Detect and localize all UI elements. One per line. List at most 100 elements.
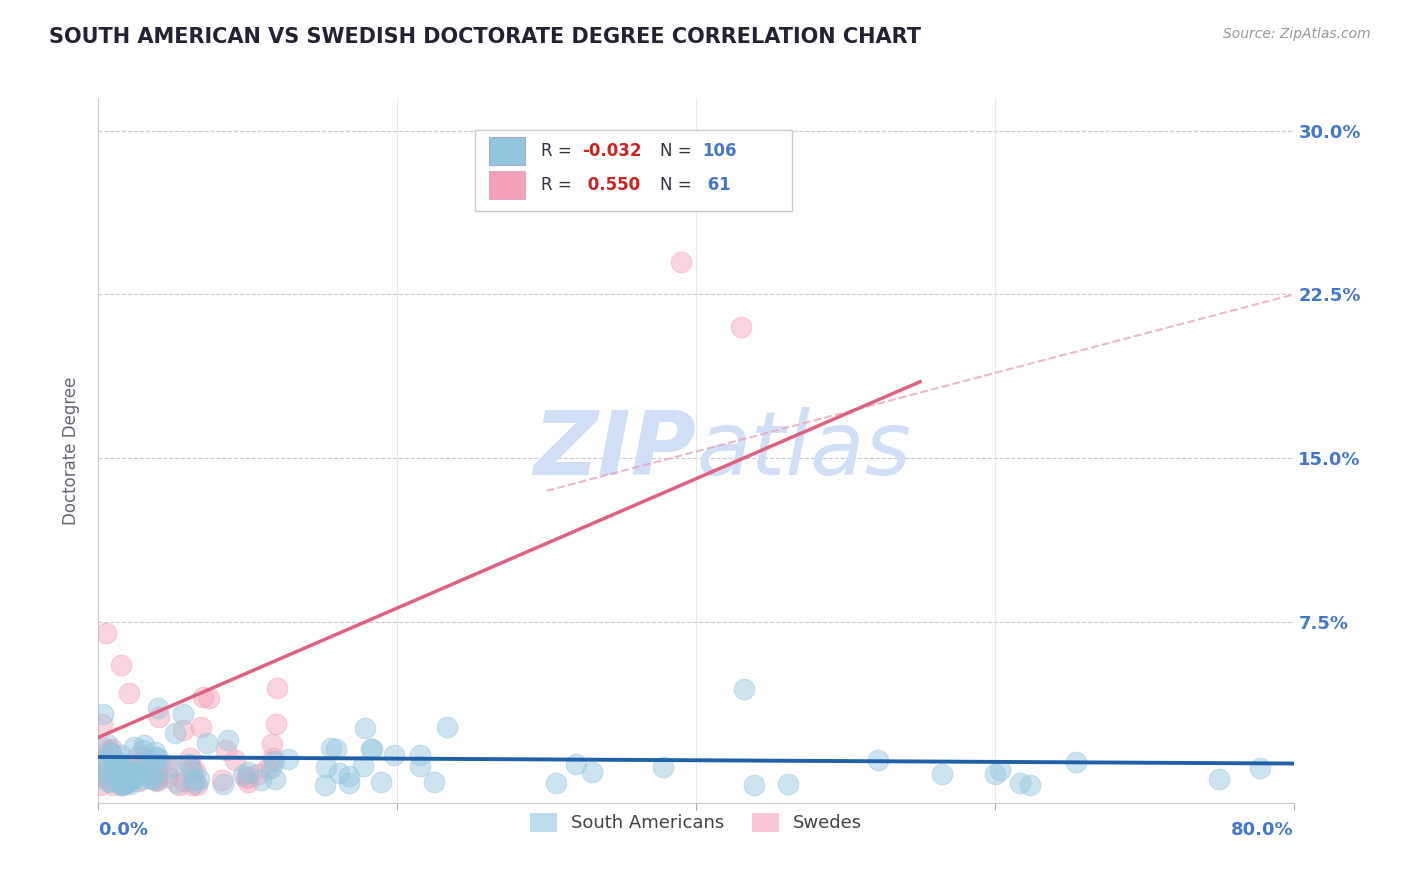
Point [118, 774, 141, 789]
Point [91, 716, 114, 731]
Point [262, 737, 284, 751]
Text: -0.032: -0.032 [582, 142, 643, 160]
Point [181, 778, 204, 792]
Point [121, 761, 143, 775]
Point [232, 768, 254, 782]
Point [112, 768, 135, 782]
Point [148, 710, 170, 724]
Point [325, 741, 347, 756]
Point [246, 766, 269, 780]
Point [179, 751, 201, 765]
Point [742, 778, 765, 792]
Point [139, 771, 162, 785]
Text: N =: N = [661, 142, 697, 160]
Point [148, 700, 170, 714]
Point [581, 764, 603, 779]
Point [146, 770, 169, 784]
Point [264, 717, 287, 731]
Point [111, 777, 134, 791]
Point [409, 747, 432, 762]
Point [110, 778, 132, 792]
Point [260, 761, 283, 775]
Point [141, 772, 163, 786]
Text: 0.550: 0.550 [582, 176, 641, 194]
Point [195, 735, 218, 749]
Point [97, 742, 120, 756]
Point [198, 691, 221, 706]
Point [544, 776, 567, 790]
Point [360, 742, 382, 756]
Text: R =: R = [541, 142, 576, 160]
Point [193, 690, 215, 705]
Point [163, 726, 186, 740]
Point [129, 764, 152, 778]
Point [121, 765, 143, 780]
Point [730, 320, 752, 334]
Point [1008, 776, 1031, 790]
Point [105, 771, 128, 785]
Point [988, 764, 1011, 778]
Point [984, 767, 1007, 781]
Point [183, 773, 205, 788]
Point [114, 776, 136, 790]
Point [111, 768, 134, 782]
Point [157, 771, 180, 785]
Point [360, 742, 382, 756]
Bar [489, 136, 524, 165]
Point [132, 743, 155, 757]
Point [127, 749, 149, 764]
Point [186, 778, 208, 792]
Point [669, 254, 692, 268]
Point [89, 768, 111, 782]
Point [651, 760, 673, 774]
Point [277, 752, 299, 766]
Point [145, 772, 167, 786]
Point [91, 706, 114, 721]
Point [93, 759, 115, 773]
Point [118, 764, 141, 778]
Point [235, 771, 257, 785]
Point [337, 769, 360, 783]
Point [124, 764, 146, 779]
Point [101, 752, 124, 766]
Point [90, 765, 112, 780]
Point [166, 776, 188, 790]
Point [114, 776, 136, 790]
Text: N =: N = [661, 176, 697, 194]
Point [112, 768, 135, 782]
Point [104, 755, 127, 769]
Text: ZIP: ZIP [533, 407, 696, 494]
Point [931, 767, 953, 781]
Point [262, 750, 284, 764]
Point [101, 742, 124, 756]
Point [217, 732, 239, 747]
Point [315, 760, 337, 774]
Point [104, 764, 127, 779]
Point [159, 760, 181, 774]
Point [89, 778, 111, 792]
Point [110, 658, 132, 673]
Point [110, 747, 132, 762]
Text: 80.0%: 80.0% [1230, 821, 1294, 838]
Point [145, 745, 167, 759]
Point [111, 778, 134, 792]
Point [184, 775, 207, 789]
Point [120, 777, 142, 791]
Point [89, 770, 111, 784]
Point [264, 772, 287, 786]
Point [94, 764, 117, 779]
Text: 61: 61 [702, 176, 731, 194]
Point [145, 749, 167, 764]
Point [101, 778, 124, 792]
Point [370, 775, 392, 789]
Point [120, 772, 142, 787]
Point [132, 738, 155, 752]
Point [409, 759, 432, 773]
Point [382, 747, 405, 762]
Point [104, 770, 127, 784]
Point [183, 764, 205, 778]
Point [564, 757, 586, 772]
Point [122, 740, 145, 755]
Point [157, 758, 180, 772]
Point [212, 776, 235, 790]
